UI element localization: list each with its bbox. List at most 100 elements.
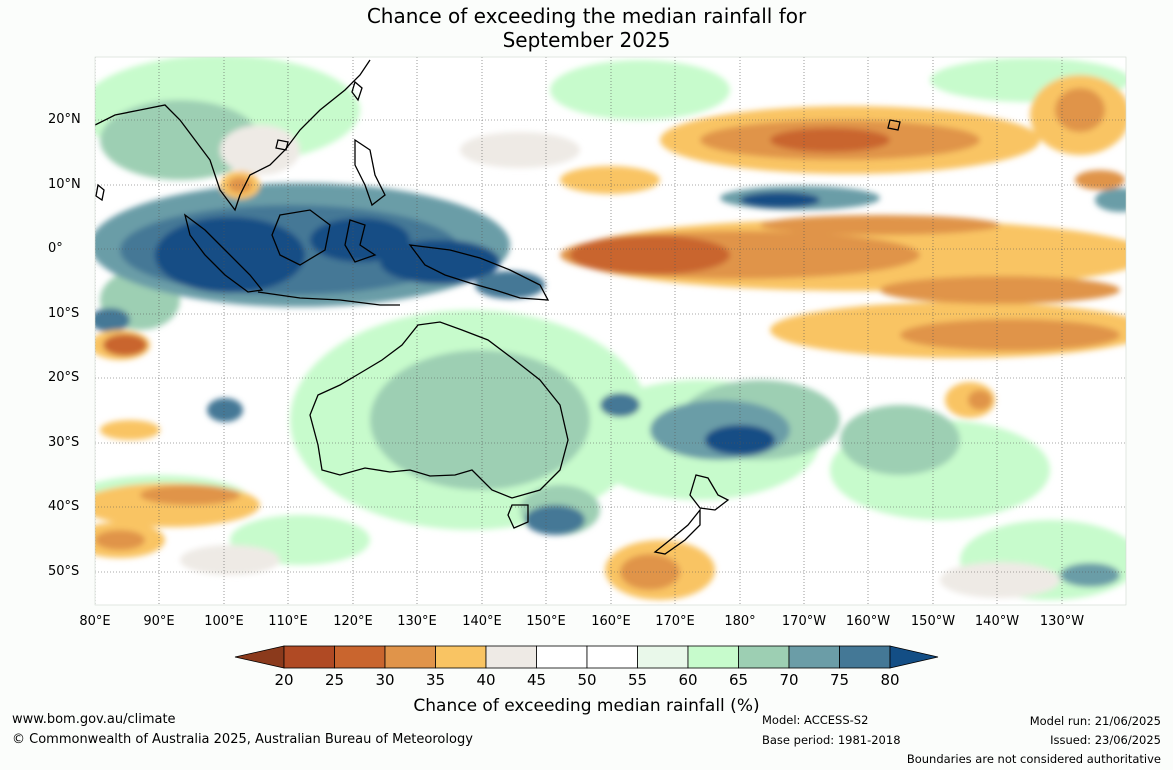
coastline [309, 321, 569, 499]
rainfall-region [475, 271, 545, 299]
colorbar-label: Chance of exceeding median rainfall (%) [413, 696, 760, 716]
coastline [344, 219, 377, 263]
rainfall-region [1055, 88, 1105, 132]
lon-label: 110°E [268, 614, 308, 629]
lon-label: 90°E [143, 614, 175, 629]
rainfall-region [370, 350, 590, 490]
issued-date: Issued: 23/06/2025 [1050, 733, 1161, 747]
lon-label: 100°E [204, 614, 244, 629]
coastline [354, 138, 386, 207]
rainfall-region [880, 276, 1120, 304]
colorbar-tick: 20 [274, 671, 294, 689]
colorbar-tick: 80 [880, 671, 900, 689]
rainfall-region [100, 420, 160, 440]
lon-label: 130°W [1039, 614, 1085, 629]
rainfall-region [900, 319, 1120, 351]
lon-label: 120°E [333, 614, 373, 629]
lon-label: 130°E [397, 614, 437, 629]
colorbar-swatch [839, 645, 891, 669]
rainfall-region [95, 530, 145, 550]
rainfall-region [940, 562, 1060, 598]
rainfall-region [840, 405, 960, 475]
colorbar-swatch [637, 645, 689, 669]
rainfall-region [310, 218, 410, 262]
coastline [257, 291, 400, 306]
colorbar-swatch [334, 645, 386, 669]
model-run-date: Model run: 21/06/2025 [1029, 714, 1161, 728]
copyright-text: © Commonwealth of Australia 2025, Austra… [12, 732, 473, 747]
colorbar-tick: 40 [476, 671, 496, 689]
title-line-1: Chance of exceeding the median rainfall … [366, 4, 807, 28]
colorbar-tick: 55 [627, 671, 648, 689]
rainfall-region [103, 334, 147, 356]
rainfall-region [180, 545, 280, 575]
lat-label: 20°N [48, 112, 81, 127]
rainfall-region [968, 390, 992, 410]
colorbar-swatch [384, 645, 436, 669]
colorbar-tick: 65 [728, 671, 749, 689]
colorbar-swatch [485, 645, 537, 669]
coastline [351, 80, 363, 102]
rainfall-region [95, 308, 130, 332]
lon-label: 140°E [462, 614, 502, 629]
colorbar-swatch-low [234, 645, 285, 669]
gridlines [95, 57, 1126, 605]
colorbar-swatch [536, 645, 588, 669]
rainfall-region [570, 235, 730, 275]
base-period: Base period: 1981-2018 [762, 733, 901, 747]
rainfall-region [550, 60, 730, 120]
rainfall-region [600, 393, 640, 417]
lat-label: 0° [48, 241, 63, 256]
lon-label: 140°W [974, 614, 1020, 629]
coastline [95, 183, 105, 202]
coastline [271, 209, 331, 266]
rainfall-region [525, 505, 585, 535]
rainfall-region [560, 166, 660, 194]
coastline [507, 504, 529, 529]
rainfall-region [140, 485, 240, 505]
colorbar [234, 645, 939, 669]
colorbar-swatch [687, 645, 739, 669]
lon-label: 150°E [526, 614, 566, 629]
model-name: Model: ACCESS-S2 [762, 713, 869, 727]
colorbar-tick: 75 [829, 671, 850, 689]
lon-label: 170°W [781, 614, 827, 629]
coastlines [95, 59, 901, 555]
rainfall-region [220, 125, 300, 175]
map-title: Chance of exceeding the median rainfall … [0, 4, 1173, 52]
boundary-disclaimer: Boundaries are not considered authoritat… [906, 752, 1161, 766]
lon-label: 150°W [910, 614, 956, 629]
coastline [95, 59, 371, 212]
colorbar-tick: 50 [577, 671, 597, 689]
rainfall-region [740, 192, 820, 208]
rainfall-region [1075, 170, 1125, 190]
colorbar-swatch-high [889, 645, 939, 669]
colorbar-tick: 45 [526, 671, 547, 689]
lat-label: 10°N [48, 177, 81, 192]
lat-label: 10°S [48, 306, 80, 321]
rainfall-region [460, 132, 580, 168]
rainfall-region [380, 240, 500, 284]
lon-label: 170°E [655, 614, 695, 629]
title-line-2: September 2025 [502, 28, 671, 52]
rainfall-region [207, 398, 243, 422]
lat-label: 30°S [48, 435, 80, 450]
rainfall-region [1060, 563, 1120, 587]
rainfall-region [770, 128, 890, 152]
colorbar-swatch [738, 645, 790, 669]
website-link[interactable]: www.bom.gov.au/climate [12, 712, 176, 727]
rainfall-region [1095, 188, 1126, 212]
coastline [887, 119, 901, 131]
lat-label: 40°S [48, 499, 80, 514]
map-frame [94, 56, 1127, 606]
colorbar-swatch [435, 645, 487, 669]
colorbar-tick: 30 [375, 671, 395, 689]
coastline [183, 213, 264, 293]
colorbar-swatch [586, 645, 638, 669]
lat-label: 50°S [48, 564, 80, 579]
colorbar-tick: 25 [324, 671, 345, 689]
lon-label: 160°W [845, 614, 891, 629]
rainfall-region [705, 425, 775, 455]
rainfall-region [760, 215, 1000, 235]
